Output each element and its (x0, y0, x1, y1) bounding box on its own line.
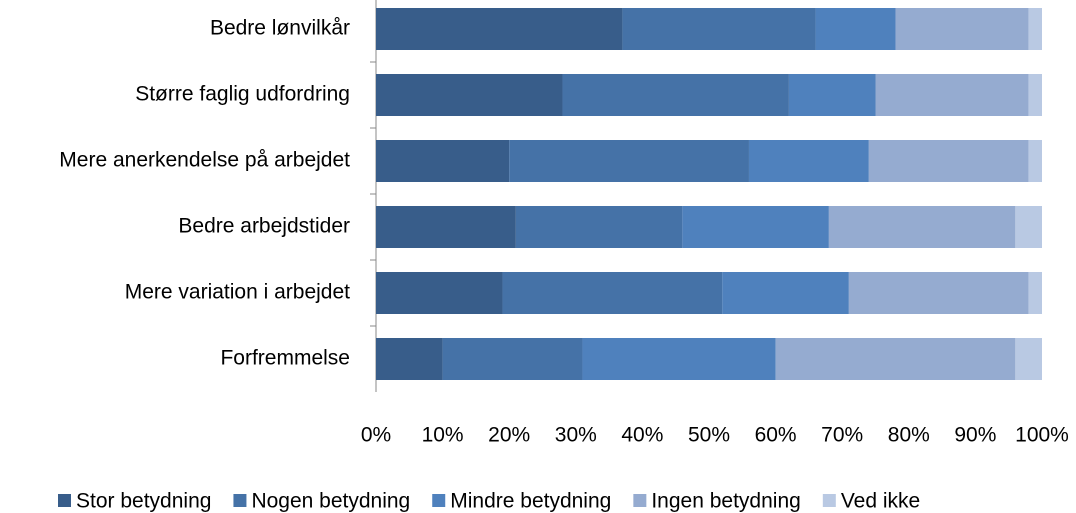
x-tick-label: 0% (361, 424, 391, 447)
y-tick-label: Forfremmelse (220, 347, 350, 370)
y-tick-label: Mere variation i arbejdet (125, 281, 350, 304)
x-tick-label: 20% (488, 424, 530, 447)
bar-segment (1015, 206, 1042, 248)
y-tick-label: Bedre arbejdstider (178, 215, 350, 238)
bar-segment (442, 338, 583, 380)
bar-segment (848, 272, 1029, 314)
legend-label: Nogen betydning (251, 490, 410, 513)
x-tick-label: 40% (621, 424, 663, 447)
bar-segment (815, 8, 896, 50)
bar-segment (509, 140, 749, 182)
x-tick-label: 70% (821, 424, 863, 447)
y-tick-label: Mere anerkendelse på arbejdet (59, 149, 350, 172)
legend-label: Ved ikke (841, 490, 920, 513)
y-tick-label: Bedre lønvilkår (210, 17, 350, 40)
bar-segment (868, 140, 1029, 182)
x-tick-label: 80% (888, 424, 930, 447)
bar-segment (376, 8, 623, 50)
x-tick-label: 30% (555, 424, 597, 447)
bar-segment (1028, 74, 1042, 116)
x-tick-label: 50% (688, 424, 730, 447)
bar-segment (582, 338, 776, 380)
legend-label: Stor betydning (76, 490, 211, 513)
bar-segment (376, 206, 516, 248)
legend-swatch (432, 494, 446, 507)
bar-segment (788, 74, 876, 116)
bar-segment (376, 272, 503, 314)
bar-segment (502, 272, 723, 314)
bar-segment (562, 74, 789, 116)
y-tick-label: Større faglig udfordring (135, 83, 350, 106)
x-tick-label: 10% (422, 424, 464, 447)
bar-segment (376, 140, 510, 182)
bar-segment (775, 338, 1016, 380)
legend-swatch (58, 494, 71, 507)
bar-segment (828, 206, 1016, 248)
bar-segment (682, 206, 829, 248)
bar-segment (1015, 338, 1042, 380)
bar-segment (376, 74, 563, 116)
legend-label: Mindre betydning (450, 490, 611, 513)
bar-segment (622, 8, 816, 50)
bar-segment (1028, 272, 1042, 314)
legend-swatch (633, 494, 647, 507)
bar-segment (748, 140, 869, 182)
legend-swatch (822, 494, 836, 507)
bar-segment (722, 272, 849, 314)
legend-label: Ingen betydning (651, 490, 800, 513)
bar-segment (376, 338, 443, 380)
x-tick-label: 60% (755, 424, 797, 447)
bar-segment (875, 74, 1029, 116)
x-tick-label: 100% (1015, 424, 1069, 447)
bar-segment (1028, 8, 1042, 50)
x-tick-label: 90% (954, 424, 996, 447)
bar-segment (895, 8, 1029, 50)
bar-segment (1028, 140, 1042, 182)
bar-segment (515, 206, 683, 248)
legend-swatch (233, 494, 247, 507)
